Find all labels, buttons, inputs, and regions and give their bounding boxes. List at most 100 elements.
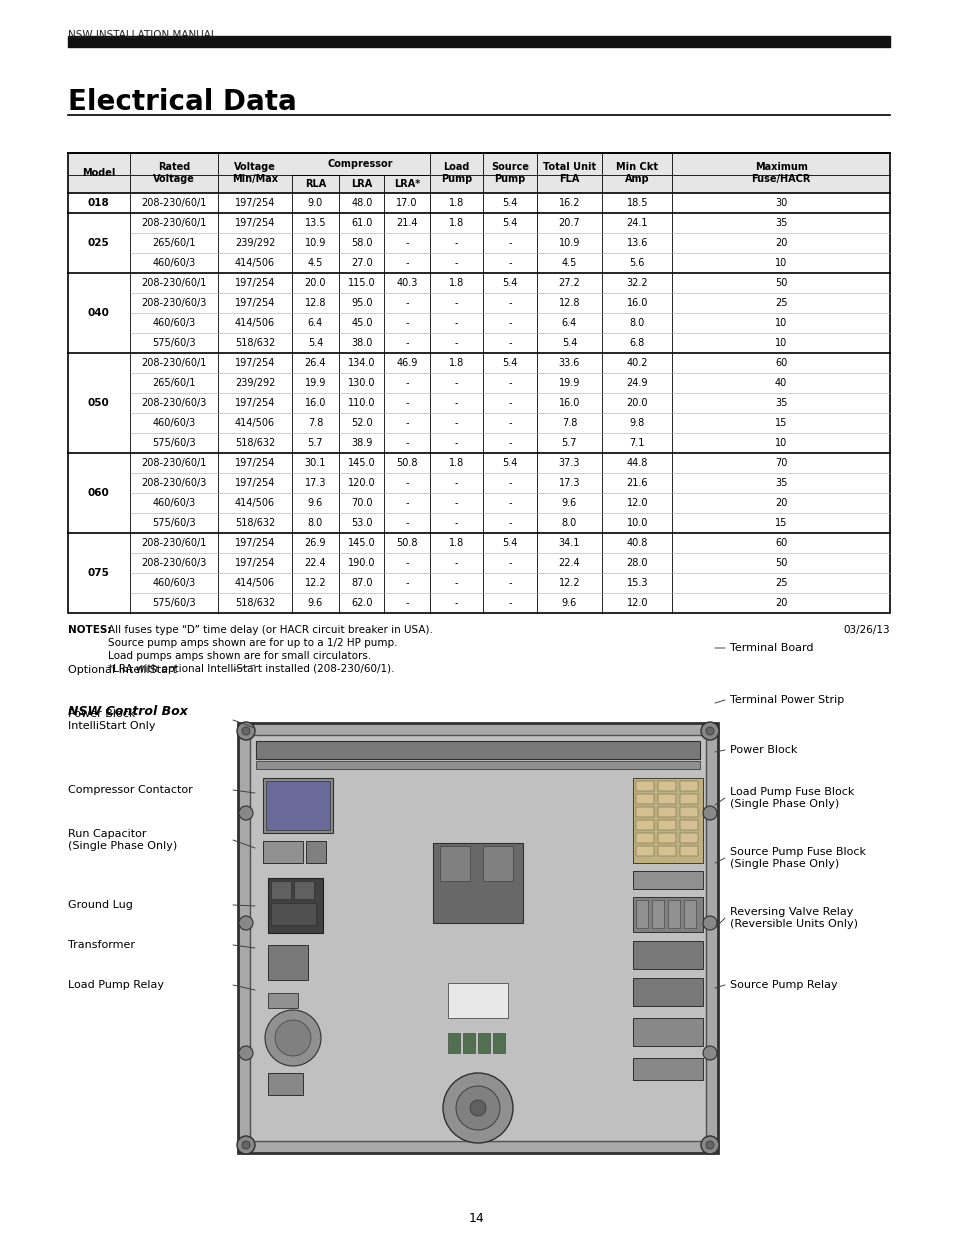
Text: 40: 40	[774, 378, 786, 388]
Text: Load
Pump: Load Pump	[440, 162, 472, 184]
Text: 16.0: 16.0	[626, 298, 647, 308]
Text: 518/632: 518/632	[234, 438, 274, 448]
Text: 5.4: 5.4	[561, 338, 577, 348]
Bar	[271, 881, 291, 899]
Circle shape	[242, 727, 250, 735]
Text: 197/254: 197/254	[234, 558, 274, 568]
Text: 48.0: 48.0	[351, 198, 373, 207]
Text: 70.0: 70.0	[351, 498, 373, 508]
Text: 5.4: 5.4	[501, 278, 517, 288]
Text: 14: 14	[469, 1212, 484, 1224]
Text: 17.0: 17.0	[395, 198, 417, 207]
Text: 8.0: 8.0	[629, 317, 644, 329]
Text: 4.5: 4.5	[308, 258, 323, 268]
Text: 134.0: 134.0	[348, 358, 375, 368]
Text: 60: 60	[774, 358, 786, 368]
Text: -: -	[508, 517, 511, 529]
Circle shape	[702, 806, 717, 820]
Text: -: -	[455, 398, 457, 408]
Bar	[658, 820, 676, 830]
Text: -: -	[455, 578, 457, 588]
Text: 5.6: 5.6	[629, 258, 644, 268]
Text: Compressor: Compressor	[328, 159, 393, 169]
Bar	[306, 841, 326, 863]
Bar	[658, 846, 676, 856]
Text: 40.2: 40.2	[626, 358, 647, 368]
Text: 575/60/3: 575/60/3	[152, 517, 195, 529]
Text: 575/60/3: 575/60/3	[152, 338, 195, 348]
Text: 518/632: 518/632	[234, 598, 274, 608]
Bar	[679, 794, 698, 804]
Text: 460/60/3: 460/60/3	[152, 417, 195, 429]
Text: -: -	[405, 258, 409, 268]
Text: 03/26/13: 03/26/13	[842, 625, 889, 635]
Circle shape	[265, 1010, 320, 1066]
Text: Optional IntelliStart: Optional IntelliStart	[68, 664, 177, 676]
Text: 1.8: 1.8	[448, 219, 463, 228]
Text: Terminal Power Strip: Terminal Power Strip	[729, 695, 843, 705]
Text: -: -	[455, 498, 457, 508]
Bar	[633, 897, 702, 932]
Text: 7.8: 7.8	[308, 417, 323, 429]
Bar	[633, 941, 702, 969]
Text: 21.6: 21.6	[626, 478, 647, 488]
Bar	[263, 778, 333, 832]
Bar	[68, 36, 889, 47]
Text: Load pumps amps shown are for small circulators.: Load pumps amps shown are for small circ…	[108, 651, 371, 661]
Text: 20: 20	[774, 498, 786, 508]
Text: 18.5: 18.5	[626, 198, 647, 207]
Text: 12.0: 12.0	[626, 598, 647, 608]
Bar	[433, 844, 522, 923]
Text: 208-230/60/1: 208-230/60/1	[141, 198, 207, 207]
Text: 1.8: 1.8	[448, 458, 463, 468]
Text: 197/254: 197/254	[234, 298, 274, 308]
Bar	[68, 153, 889, 613]
Text: 5.4: 5.4	[501, 219, 517, 228]
Text: 25: 25	[774, 578, 786, 588]
Text: 26.9: 26.9	[304, 538, 326, 548]
Circle shape	[236, 722, 254, 740]
Bar	[268, 1073, 303, 1095]
Text: 208-230/60/1: 208-230/60/1	[141, 278, 207, 288]
Text: 25: 25	[774, 298, 786, 308]
Text: 075: 075	[88, 568, 110, 578]
Bar	[294, 881, 314, 899]
Text: 37.3: 37.3	[558, 458, 579, 468]
Text: 32.2: 32.2	[626, 278, 647, 288]
Circle shape	[700, 1136, 719, 1153]
Text: 22.4: 22.4	[558, 558, 579, 568]
Text: -: -	[405, 338, 409, 348]
Bar	[636, 832, 654, 844]
Text: NSW Control Box: NSW Control Box	[68, 705, 188, 718]
Text: 24.9: 24.9	[626, 378, 647, 388]
Text: -: -	[508, 398, 511, 408]
Text: 9.8: 9.8	[629, 417, 644, 429]
Bar	[636, 806, 654, 818]
Bar	[633, 778, 702, 863]
Text: 208-230/60/1: 208-230/60/1	[141, 538, 207, 548]
Text: -: -	[508, 238, 511, 248]
Text: 27.2: 27.2	[558, 278, 579, 288]
Text: -: -	[508, 498, 511, 508]
Text: 17.3: 17.3	[558, 478, 579, 488]
Text: 5.4: 5.4	[501, 538, 517, 548]
Text: 40.3: 40.3	[396, 278, 417, 288]
Text: 9.6: 9.6	[308, 598, 323, 608]
Bar	[477, 1032, 490, 1053]
Circle shape	[239, 1046, 253, 1060]
Text: -: -	[455, 317, 457, 329]
Text: Voltage
Min/Max: Voltage Min/Max	[232, 162, 277, 184]
Text: 50: 50	[774, 558, 786, 568]
Text: 8.0: 8.0	[561, 517, 577, 529]
Text: 10: 10	[774, 338, 786, 348]
Bar	[237, 722, 718, 1153]
Text: 28.0: 28.0	[626, 558, 647, 568]
Text: 190.0: 190.0	[348, 558, 375, 568]
Text: 115.0: 115.0	[348, 278, 375, 288]
Text: 5.4: 5.4	[308, 338, 323, 348]
Text: -: -	[455, 478, 457, 488]
Text: -: -	[508, 558, 511, 568]
Text: -: -	[405, 378, 409, 388]
Text: 414/506: 414/506	[234, 317, 274, 329]
Text: RLA: RLA	[304, 179, 326, 189]
